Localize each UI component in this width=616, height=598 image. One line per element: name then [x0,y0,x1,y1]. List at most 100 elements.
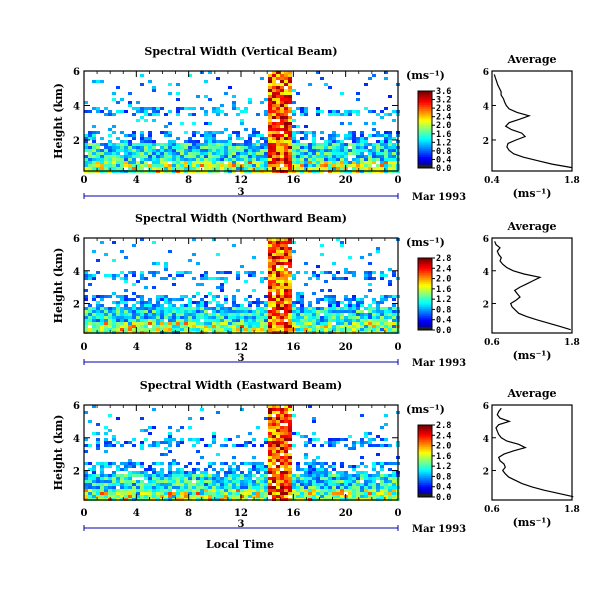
colorbar-swatch [418,286,432,290]
y-tick-label: 6 [73,67,80,78]
colorbar-swatch [418,160,432,163]
y-tick-label: 4 [73,267,80,278]
colorbar-swatch [418,432,432,435]
average-x-tick-label: 0.4 [484,176,500,186]
colorbar-swatch [418,319,432,322]
colorbar-swatch [418,274,432,277]
colorbar-frame [417,257,433,331]
colorbar-swatch [418,154,432,157]
colorbar-swatch [418,146,432,150]
y-tick-label: 2 [73,467,80,478]
colorbar-tick-label: 2.0 [436,275,451,285]
colorbar-swatch [418,464,432,467]
colorbar-swatch [418,294,432,297]
day-bar: 3 Mar 1993 [83,187,466,203]
x-tick-label: 4 [133,508,140,519]
colorbar-swatch [418,317,432,320]
colorbar-swatch [418,272,432,275]
average-title: Average [506,387,556,400]
day-bar: 3 Mar 1993 [83,353,466,369]
colorbar-swatch [418,265,432,268]
colorbar-tick-label: 2.4 [436,113,451,123]
x-tick-label: 20 [339,342,353,353]
colorbar-swatch [418,92,432,96]
colorbar-tick-label: 3.2 [436,96,451,106]
colorbar-swatch [418,283,432,286]
x-tick-label: 0 [395,508,402,519]
colorbar-swatch [418,156,432,159]
average-profile-line [494,241,571,331]
colorbar-swatch [418,437,432,440]
colorbar-swatch [418,468,432,471]
colorbar-swatch [418,104,432,107]
colorbar-swatch [418,425,432,428]
colorbar-swatch [418,292,432,295]
heatmap-cells [84,238,400,334]
colorbar-swatch [418,116,432,119]
heatmap-cells [84,71,400,173]
month-label: Mar 1993 [412,192,466,203]
colorbar-swatch [418,117,432,121]
colorbar-swatch [418,495,432,498]
colorbar-swatch [418,281,432,284]
colorbar-swatch [418,141,432,144]
colorbar-swatch [418,315,432,318]
colorbar-swatch [418,443,432,446]
colorbar-swatch [418,301,432,304]
colorbar-tick-label: 0.4 [436,316,451,326]
x-tick-label: 8 [185,508,192,519]
x-tick-label: 16 [286,342,300,353]
colorbar-swatch [418,268,432,272]
average-panel: Average 2 4 6 0.6 1.8 (ms⁻¹) [483,220,580,362]
colorbar: (ms⁻¹) 0.00.40.81.21.62.02.42.8 [406,236,451,336]
x-tick-label: 0 [81,508,88,519]
colorbar: (ms⁻¹) 0.00.40.81.21.62.02.42.83.23.6 [406,69,451,174]
colorbar-tick-label: 1.2 [436,462,451,472]
colorbar-swatch [418,94,432,98]
colorbar-swatch [418,144,432,148]
colorbar-swatch [418,470,432,473]
day-marker: 3 [238,353,245,364]
colorbar-tick-label: 1.6 [436,285,451,295]
x-tick-label: 8 [185,175,192,186]
x-tick-label: 8 [185,342,192,353]
average-profile-line [495,407,574,498]
day-marker: 3 [238,187,245,198]
colorbar-swatch [418,461,432,464]
colorbar-swatch [418,306,432,309]
colorbar-swatch [418,484,432,487]
colorbar-swatch [418,466,432,469]
x-axis-label: Local Time [206,538,274,551]
panel-2: Spectral Width (Northward Beam)0 4 8 12 16 20… [52,212,580,369]
colorbar-swatch [418,322,432,326]
average-title: Average [506,220,556,233]
colorbar-swatch [418,444,432,448]
average-y-tick-label: 6 [483,402,489,412]
colorbar-tick-label: 2.0 [436,121,451,131]
colorbar-tick-label: 1.6 [436,452,451,462]
colorbar-swatch [418,267,432,270]
average-frame [491,404,573,501]
colorbar-swatch [418,121,432,125]
colorbar-swatch [418,164,432,167]
colorbar-tick-label: 0.4 [436,483,451,493]
colorbar-tick-label: 2.8 [436,421,451,431]
x-tick-label: 12 [234,342,248,353]
colorbar-swatch [418,459,432,462]
colorbar-swatch [418,312,432,315]
colorbar-swatch [418,276,432,279]
average-x-tick-label: 1.8 [564,338,580,348]
average-y-tick-label: 2 [483,137,489,147]
x-tick-label: 4 [133,175,140,186]
average-x-tick-label: 1.8 [564,176,580,186]
colorbar-swatch [418,435,432,439]
colorbar-swatch [418,453,432,457]
x-tick-label: 16 [286,508,300,519]
colorbar-swatch [418,450,432,453]
average-y-tick-label: 6 [483,68,489,78]
colorbar-unit: (ms⁻¹) [406,403,445,416]
colorbar-swatch [418,119,432,123]
average-y-tick-label: 4 [483,435,489,445]
x-tick-label: 12 [234,508,248,519]
colorbar-swatch [418,135,432,138]
